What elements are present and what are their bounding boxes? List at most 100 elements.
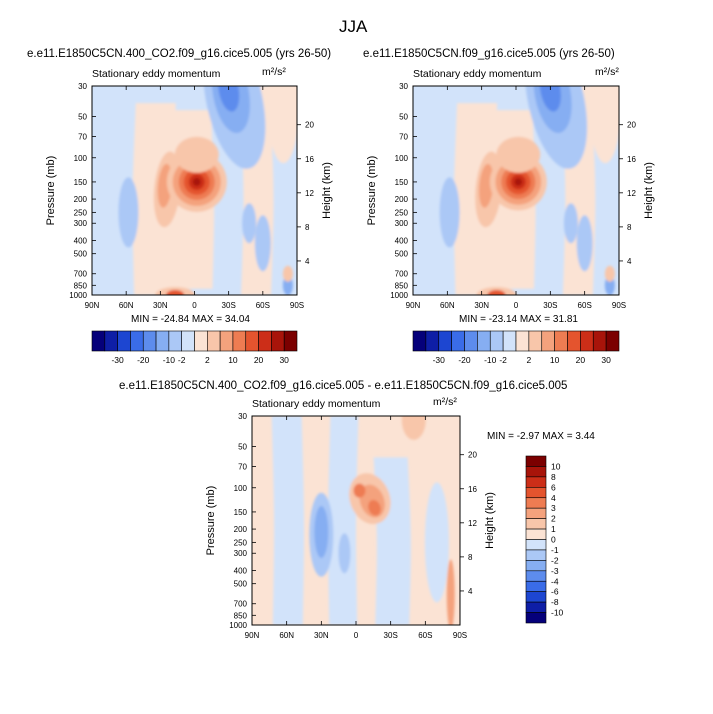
p1-xtick-label: 60N xyxy=(119,301,134,310)
p1-field xyxy=(92,86,297,295)
p2-ytick-label: 700 xyxy=(395,270,409,279)
p3-ytick-label: 700 xyxy=(234,600,248,609)
p1-ytick-label: 250 xyxy=(74,208,88,217)
colorbar-top-left-label: -10 xyxy=(163,355,176,365)
p2-pos-top xyxy=(496,136,541,173)
colorbar-top-right-swatch xyxy=(425,330,440,352)
p3-ytick-label: 200 xyxy=(234,525,248,534)
p1-xtick-label: 0 xyxy=(192,301,197,310)
p3-ytick-label: 400 xyxy=(234,566,248,575)
panel-3-title: e.e11.E1850C5CN.400_CO2.f09_g16.cice5.00… xyxy=(119,380,568,392)
panel-1-stats: MIN = -24.84 MAX = 34.04 xyxy=(131,314,250,325)
colorbar-difference-label: 2 xyxy=(551,514,556,524)
p3-xtick-label: 90N xyxy=(245,631,260,640)
colorbar-difference-label: -2 xyxy=(551,555,559,565)
p3-ylabel: Pressure (mb) xyxy=(205,486,217,556)
p1-neg-right-lower xyxy=(254,215,271,272)
p2-neg-left xyxy=(439,177,460,248)
p3-field xyxy=(252,416,460,625)
colorbar-top-right-swatch xyxy=(541,330,555,352)
p1-ytick-label: 1000 xyxy=(69,291,87,300)
p3-ytick-label: 1000 xyxy=(229,621,247,630)
colorbar-difference-label: 8 xyxy=(551,472,556,482)
p2-xtick-label: 60S xyxy=(578,301,592,310)
colorbar-top-right-swatch xyxy=(528,330,543,352)
p1-ylabel: Pressure (mb) xyxy=(45,156,57,226)
colorbar-top-right-swatch xyxy=(605,330,620,352)
p2-max-ring-5 xyxy=(514,178,523,186)
p1-xtick-label: 90S xyxy=(290,301,304,310)
p2-ylabel: Pressure (mb) xyxy=(366,156,378,226)
colorbar-top-right-label: 30 xyxy=(601,355,611,365)
p2-ytick-label: 250 xyxy=(395,208,409,217)
colorbar-top-right-label: -10 xyxy=(484,355,497,365)
p1-pos-right xyxy=(267,86,297,164)
p1-ytick-label: 100 xyxy=(74,154,88,163)
p2-ylabel-right: Height (km) xyxy=(643,162,655,219)
p2-ytick-label: 850 xyxy=(395,281,409,290)
colorbar-top-left-swatch xyxy=(207,330,221,352)
colorbar-difference-swatch xyxy=(525,476,547,488)
p3-neg-band-1 xyxy=(271,416,305,625)
p2-ytick-label: 300 xyxy=(395,219,409,228)
p3-neg-small xyxy=(338,533,351,574)
p3-pos-right-edge xyxy=(446,559,455,625)
p3-xtick-label: 30S xyxy=(384,631,398,640)
colorbar-top-left-swatch xyxy=(181,330,195,352)
p2-ytick-label: 150 xyxy=(395,178,409,187)
p1-htick-label: 12 xyxy=(305,189,314,198)
p1-ytick-label: 30 xyxy=(78,82,87,91)
colorbar-top-right-swatch xyxy=(438,330,452,352)
p1-ylabel-right: Height (km) xyxy=(321,162,333,219)
colorbar-top-right-swatch xyxy=(477,330,491,352)
p1-neg-mid xyxy=(242,203,257,244)
colorbar-difference-swatch xyxy=(525,591,547,603)
colorbar-top-left-swatch xyxy=(258,330,272,352)
colorbar-top-left-swatch xyxy=(219,330,234,352)
p1-max-ring-5 xyxy=(192,177,201,186)
p3-pos-upper xyxy=(401,416,426,440)
p1-ytick-label: 200 xyxy=(74,195,88,204)
colorbar-top-right-swatch xyxy=(451,330,465,352)
p2-pos-right xyxy=(589,86,619,164)
colorbar-top-left-swatch xyxy=(168,330,182,352)
panel-3-stats: MIN = -2.97 MAX = 3.44 xyxy=(487,431,595,442)
colorbar-top-left-label: 2 xyxy=(205,355,210,365)
colorbar-top-right-swatch xyxy=(592,330,607,352)
p3-xtick-label: 0 xyxy=(354,631,359,640)
colorbar-top-left-label: -20 xyxy=(137,355,150,365)
colorbar-top-left-swatch xyxy=(232,330,247,352)
p1-ytick-label: 300 xyxy=(74,219,88,228)
p1-xtick-label: 60S xyxy=(256,301,270,310)
p1-sfc-pos-core xyxy=(166,290,185,295)
colorbar-difference-label: 3 xyxy=(551,503,556,513)
colorbar-top-right-swatch xyxy=(580,330,594,352)
colorbar-top-left-label: 20 xyxy=(254,355,264,365)
colorbar-difference-swatch xyxy=(525,466,547,478)
colorbar-difference-label: 4 xyxy=(551,493,556,503)
p2-neg-mid xyxy=(563,203,578,244)
colorbar-top-right: -30 -20 -10 -2 2 10 20 30 xyxy=(412,330,620,365)
colorbar-difference-swatch xyxy=(525,518,547,530)
p2-xtick-label: 60N xyxy=(440,301,455,310)
colorbar-difference-swatch xyxy=(525,601,547,613)
colorbar-difference-swatch xyxy=(525,580,547,592)
panel-1-title: e.e11.E1850C5CN.400_CO2.f09_g16.cice5.00… xyxy=(27,48,332,60)
colorbar-top-left-swatch xyxy=(283,330,298,352)
colorbar-top-left-swatch xyxy=(104,330,118,352)
colorbar-top-right-label: 2 xyxy=(527,355,532,365)
colorbar-difference-label: 6 xyxy=(551,482,556,492)
colorbar-top-right-label: 20 xyxy=(576,355,586,365)
p2-ytick-label: 100 xyxy=(395,154,409,163)
p3-xtick-label: 60S xyxy=(418,631,432,640)
p2-neg-right-lower xyxy=(576,215,593,272)
p3-ytick-label: 850 xyxy=(234,611,248,620)
p2-pos-lobe-2 xyxy=(479,163,494,208)
colorbar-top-right-swatch xyxy=(567,330,581,352)
colorbar-top-right-swatch xyxy=(489,330,504,352)
p3-htick-label: 20 xyxy=(468,451,477,460)
